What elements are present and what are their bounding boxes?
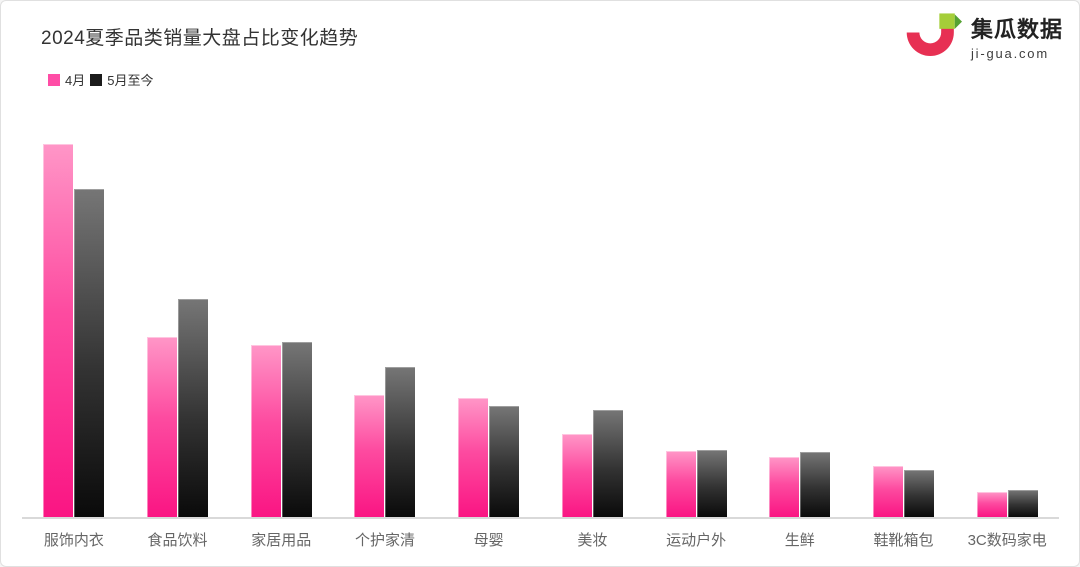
bar-may-to-date-9[interactable] xyxy=(903,469,934,517)
bar-group xyxy=(437,121,541,517)
x-axis-label: 个护家清 xyxy=(354,532,415,549)
bar-may-to-date-2[interactable] xyxy=(178,299,209,517)
x-axis-labels: 服饰内衣 食品饮料 家居用品 个护家清 母婴 美妆 运动户外 生鲜 鞋靴箱包 3C数码家电 xyxy=(22,529,1059,550)
bar-group xyxy=(541,121,645,517)
page-title: 2024夏季品类销量大盘占比变化趋势 xyxy=(41,28,359,49)
x-axis-label: 3C数码家电 xyxy=(967,532,1047,549)
bar-may-to-date-6[interactable] xyxy=(592,410,623,517)
x-axis-label: 母婴 xyxy=(473,532,504,549)
legend-item[interactable]: 4月 xyxy=(48,70,85,89)
x-axis-label: 美妆 xyxy=(577,532,608,549)
bar-group xyxy=(748,121,852,517)
legend-swatch xyxy=(48,73,60,86)
legend-label: 5月至今 xyxy=(107,73,154,88)
bar-may-to-date-10[interactable] xyxy=(1007,489,1038,517)
bar-group xyxy=(852,121,956,517)
bar-april-10[interactable] xyxy=(976,492,1007,517)
bar-group xyxy=(955,121,1059,517)
logo-smile-shape xyxy=(906,21,954,57)
bar-april-3[interactable] xyxy=(250,345,281,517)
bar-may-to-date-3[interactable] xyxy=(281,341,312,517)
bar-april-2[interactable] xyxy=(147,336,178,517)
bar-may-to-date-8[interactable] xyxy=(800,452,831,517)
x-axis-label: 家居用品 xyxy=(251,532,312,549)
bar-april-4[interactable] xyxy=(354,395,385,517)
logo-green-square xyxy=(939,13,955,29)
bar-april-7[interactable] xyxy=(665,451,696,517)
bar-april-5[interactable] xyxy=(458,397,489,517)
brand-logo: 集瓜数据 ji-gua.com xyxy=(904,12,1063,67)
legend-item[interactable]: 5月至今 xyxy=(90,70,153,89)
brand-domain: ji-gua.com xyxy=(970,45,1049,61)
x-axis-label: 生鲜 xyxy=(784,532,815,549)
legend: 4月 5月至今 xyxy=(48,70,158,89)
x-axis-label: 运动户外 xyxy=(666,532,727,549)
legend-label: 4月 xyxy=(65,73,86,88)
x-axis-label: 食品饮料 xyxy=(147,532,208,549)
bar-group xyxy=(126,121,230,517)
plot-area xyxy=(22,121,1059,519)
bar-april-6[interactable] xyxy=(561,433,592,517)
bar-may-to-date-7[interactable] xyxy=(696,449,727,517)
bar-may-to-date-5[interactable] xyxy=(489,406,520,517)
bar-group xyxy=(333,121,437,517)
logo-fold-triangle xyxy=(954,14,962,29)
bar-april-8[interactable] xyxy=(769,457,800,517)
bar-april-1[interactable] xyxy=(43,143,74,517)
jigua-logo-icon xyxy=(904,12,962,67)
brand-name: 集瓜数据 xyxy=(970,17,1063,43)
bar-april-9[interactable] xyxy=(872,466,903,517)
bar-may-to-date-4[interactable] xyxy=(385,366,416,517)
bar-may-to-date-1[interactable] xyxy=(74,188,105,517)
x-axis-label: 鞋靴箱包 xyxy=(873,532,934,549)
x-axis-label: 服饰内衣 xyxy=(43,532,104,549)
bar-group xyxy=(644,121,748,517)
legend-swatch xyxy=(90,73,103,86)
bar-group xyxy=(229,121,333,517)
bar-group xyxy=(22,121,126,517)
